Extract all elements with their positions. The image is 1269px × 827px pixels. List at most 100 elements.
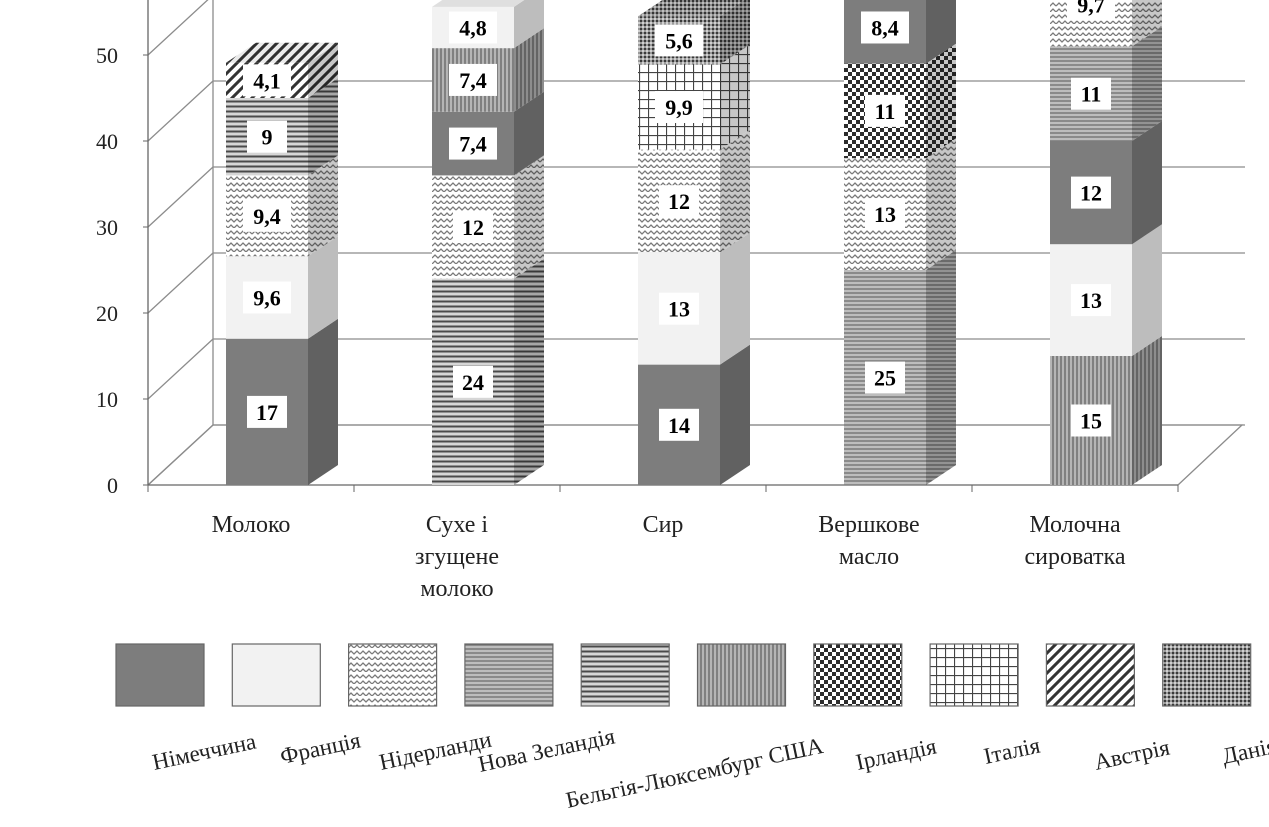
bar-side-shade (720, 129, 750, 253)
bar-segment (638, 0, 750, 65)
data-label: 9,9 (655, 91, 703, 124)
bar-side-shade (1132, 224, 1162, 356)
legend-label: Нідерланди (377, 727, 494, 775)
bar-side-shade (1132, 121, 1162, 245)
data-label: 4,1 (243, 64, 291, 97)
legend-swatch (115, 643, 205, 707)
bar-side (720, 44, 750, 150)
legend-swatch (464, 643, 554, 707)
legend-label: Франція (278, 727, 363, 768)
bar-segment (844, 43, 956, 159)
bar-side (1132, 26, 1162, 141)
bar-side (926, 0, 956, 64)
data-label-text: 11 (1081, 82, 1102, 107)
bar-side-shade (926, 138, 956, 270)
x-category-label: Молочна сироватка (1025, 512, 1126, 570)
bar-top (432, 0, 525, 7)
data-label-text: 4,8 (459, 15, 487, 40)
legend-swatch (929, 643, 1019, 707)
data-label-text: 9 (262, 125, 273, 150)
axes: 010203040506070МолокоСухе ізгущенемолоко… (96, 0, 1179, 602)
data-label: 9,6 (243, 281, 291, 314)
legend-swatch (1045, 643, 1136, 707)
data-label-box (243, 64, 291, 97)
bar-side (1132, 121, 1162, 245)
bar-segment (226, 155, 338, 257)
bar-side (1132, 336, 1162, 485)
bar-side-shade (308, 155, 338, 257)
bar-side-shade (308, 318, 338, 485)
side-gridline (147, 338, 214, 400)
bar-side-shade (926, 250, 956, 485)
bar-side (720, 129, 750, 253)
legend-label: Нова Зеландія (476, 723, 618, 776)
data-label-box (243, 199, 291, 232)
legend-label: Німеччина (150, 729, 258, 775)
data-label-text: 9,6 (253, 286, 281, 311)
data-label-box (1071, 404, 1111, 437)
bar-segment (226, 236, 338, 339)
data-label-box (1067, 0, 1115, 21)
data-label-text: 7,4 (459, 132, 487, 157)
bar-top-shade (226, 42, 338, 63)
legend-label: Бельгія-Люксембург (564, 747, 766, 813)
bar-side (926, 250, 956, 485)
data-label-box (247, 395, 287, 428)
bar-segment (1050, 26, 1162, 141)
legend-swatch (231, 643, 321, 707)
data-label: 25 (865, 361, 905, 394)
x-category-line: Молоко (212, 512, 291, 538)
bar-side-shade (720, 344, 750, 485)
data-label: 12 (659, 185, 699, 218)
data-label-box (449, 63, 497, 96)
legend-item: США (696, 643, 826, 769)
data-label: 13 (1071, 284, 1111, 317)
x-category-line: Сухе і (426, 512, 488, 538)
bar-side-shade (926, 0, 956, 64)
data-label-text: 9,9 (665, 95, 693, 120)
bar-segment (1050, 336, 1162, 485)
bar-side (926, 138, 956, 270)
x-category-label: Сир (643, 512, 684, 538)
x-category-line: Сир (643, 512, 684, 538)
bar-side (1132, 224, 1162, 356)
y-tick-label: 40 (96, 129, 118, 154)
data-label-box (1071, 284, 1111, 317)
bar-segment (638, 129, 750, 253)
data-label-text: 14 (668, 413, 690, 438)
x-category-line: згущене (415, 544, 499, 570)
bar-top (226, 42, 338, 63)
bar-segment (226, 318, 338, 485)
legend-item: Ірландія (813, 643, 939, 775)
x-category-line: Вершкове (818, 512, 919, 538)
bar-side (514, 28, 544, 112)
side-gridline (147, 252, 214, 314)
data-label: 9,7 (1067, 0, 1115, 21)
data-label: 8,4 (861, 11, 909, 44)
bar-side (514, 155, 544, 279)
data-label: 14 (659, 408, 699, 441)
y-tick-label: 10 (96, 387, 118, 412)
data-label: 12 (453, 211, 493, 243)
bar-side (514, 258, 544, 485)
data-label-text: 9,4 (253, 204, 281, 229)
bar-side (720, 232, 750, 365)
data-label-box (247, 120, 287, 153)
legend-swatch (348, 643, 438, 707)
data-label-text: 7,4 (459, 68, 487, 93)
data-label: 15 (1071, 404, 1111, 437)
data-label: 7,4 (449, 127, 497, 160)
bar-side-shade (720, 44, 750, 150)
legend-swatch (696, 643, 787, 707)
y-tick-label: 30 (96, 215, 118, 240)
legend-label: Данія (1220, 733, 1269, 769)
data-label-text: 13 (668, 297, 690, 322)
legend-label: Італія (981, 733, 1042, 769)
data-label-box (243, 281, 291, 314)
bar-top-shade (638, 0, 745, 17)
y-tick-label: 0 (107, 473, 118, 498)
side-gridline (147, 0, 209, 56)
bar-segment (432, 258, 544, 485)
bar-side-shade (308, 78, 338, 176)
